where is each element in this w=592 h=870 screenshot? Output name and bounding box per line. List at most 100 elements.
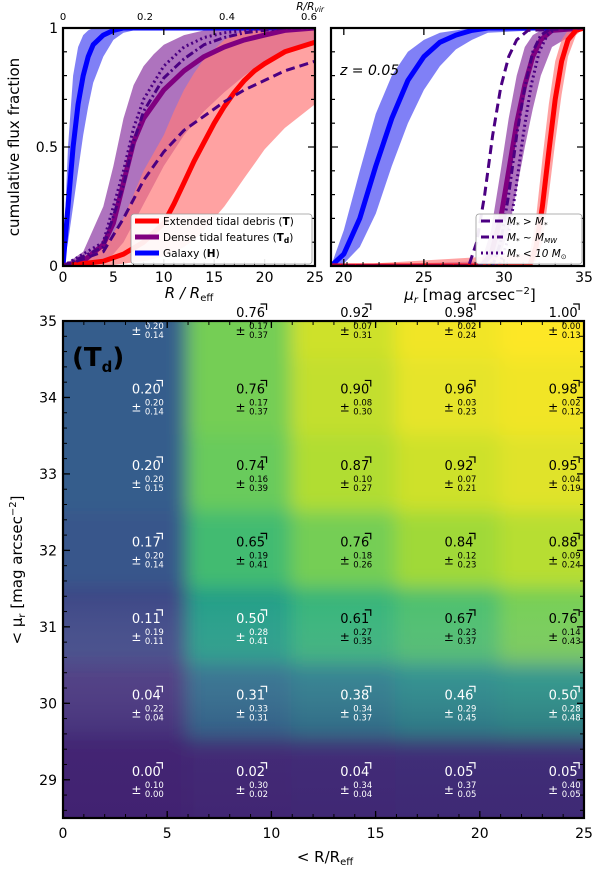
legend-a-label: Galaxy (H) (163, 248, 220, 260)
y-tick-label: 0 (49, 259, 58, 275)
cell-value: 1.00 (549, 306, 578, 321)
cell-err-minus: 0.00 (145, 790, 164, 800)
cell-plusminus: ± (131, 400, 141, 414)
x-tick-label: 15 (367, 826, 385, 842)
radial-profile-panel: 0 5 10 15 20 2500.510 0.2 0.4 0.6 R/Rvir cumulat… (5, 1, 325, 304)
surface-brightness-panel: 20 25 30 35 z = 0.05 μr [mag arcsec−2] M* >… (331, 28, 592, 306)
cell-value: 0.88 (549, 535, 578, 550)
cell-value: 0.20 (132, 459, 161, 474)
cell-err-minus: 0.31 (353, 331, 372, 341)
cell-err-minus: 0.24 (457, 331, 476, 341)
cell-err-minus: 0.05 (562, 790, 581, 800)
cell-plusminus: ± (236, 400, 246, 414)
cell-value: 0.20 (132, 306, 161, 321)
y-tick-label: 33 (39, 467, 57, 483)
cell-value: 0.74 (236, 459, 265, 474)
legend-b-label: M* > M* (507, 216, 548, 229)
x-tick-label: 20 (256, 270, 274, 286)
top-tick-label: 0 (60, 12, 66, 23)
cell-plusminus: ± (340, 553, 350, 567)
cell-plusminus: ± (548, 400, 558, 414)
cell-err-minus: 0.11 (145, 637, 164, 647)
y-tick-label: 1 (49, 21, 58, 37)
cell-err-minus: 0.14 (145, 331, 164, 341)
cell-plusminus: ± (444, 706, 454, 720)
x-tick-label: 5 (163, 826, 172, 842)
cell-value: 0.76 (236, 382, 265, 397)
y-tick-label: 30 (39, 696, 57, 712)
cell-err-minus: 0.23 (457, 407, 476, 417)
cell-value: 0.00 (132, 765, 161, 780)
cell-value: 0.98 (444, 306, 473, 321)
cell-value: 0.84 (444, 535, 473, 550)
cell-err-minus: 0.37 (457, 637, 476, 647)
cell-plusminus: ± (548, 783, 558, 797)
cell-err-minus: 0.14 (145, 560, 164, 570)
heatmap-panel: 0.20± 0.200.140.76± 0.170.370.92± 0.070.310… (8, 262, 592, 868)
legend-a-label: Extended tidal debris (T) (163, 216, 294, 228)
cell-plusminus: ± (131, 783, 141, 797)
cell-plusminus: ± (236, 630, 246, 644)
cell-err-minus: 0.12 (562, 407, 581, 417)
cell-plusminus: ± (340, 324, 350, 338)
cell-value: 0.50 (236, 612, 265, 627)
cell-err-minus: 0.35 (353, 637, 372, 647)
cell-value: 0.04 (340, 765, 369, 780)
cell-value: 0.92 (444, 459, 473, 474)
cell-plusminus: ± (444, 630, 454, 644)
cell-plusminus: ± (340, 783, 350, 797)
x-axis-title-b: μr [mag arcsec−2] (403, 286, 536, 306)
x-axis-title-a: R / Reff (165, 284, 215, 304)
cell-err-minus: 0.45 (457, 713, 476, 723)
y-tick-label: 29 (39, 773, 57, 789)
cell-value: 0.20 (132, 382, 161, 397)
cell-plusminus: ± (131, 553, 141, 567)
x-tick-label: 0 (59, 826, 68, 842)
x-tick-label: 5 (109, 270, 118, 286)
y-axis-title-c: < μr [mag arcsec−2] (8, 496, 28, 645)
cell-plusminus: ± (444, 783, 454, 797)
cell-value: 0.76 (549, 612, 578, 627)
cell-plusminus: ± (340, 400, 350, 414)
cell-plusminus: ± (131, 630, 141, 644)
cell-err-minus: 0.27 (353, 484, 372, 494)
top-tick-label: 0.4 (219, 12, 235, 23)
cell-value: 0.11 (132, 612, 161, 627)
x-tick-label: 20 (471, 826, 489, 842)
cell-err-minus: 0.30 (353, 407, 372, 417)
y-tick-label: 0.5 (36, 140, 58, 156)
cell-value: 0.98 (549, 382, 578, 397)
cell-err-minus: 0.43 (562, 637, 581, 647)
cell-value: 0.05 (444, 765, 473, 780)
cell-value: 0.17 (132, 535, 161, 550)
y-axis-title: cumulative flux fraction (5, 58, 23, 236)
cell-err-minus: 0.41 (249, 560, 268, 570)
cell-plusminus: ± (444, 477, 454, 491)
cell-plusminus: ± (236, 783, 246, 797)
cell-plusminus: ± (131, 324, 141, 338)
y-tick-label: 35 (39, 314, 57, 330)
x-tick-label: 0 (59, 270, 68, 286)
cell-err-minus: 0.48 (562, 713, 581, 723)
y-tick-label: 34 (39, 390, 57, 406)
cell-err-minus: 0.41 (249, 637, 268, 647)
y-tick-label: 31 (39, 620, 57, 636)
cell-value: 0.02 (236, 765, 265, 780)
cell-plusminus: ± (444, 324, 454, 338)
cell-value: 0.61 (340, 612, 369, 627)
cell-value: 0.65 (236, 535, 265, 550)
cell-plusminus: ± (131, 477, 141, 491)
cell-plusminus: ± (236, 324, 246, 338)
x-tick-label: 35 (575, 270, 592, 286)
cell-value: 0.05 (549, 765, 578, 780)
cell-err-minus: 0.04 (145, 713, 164, 723)
cell-value: 0.50 (549, 688, 578, 703)
cell-value: 0.76 (236, 306, 265, 321)
cell-plusminus: ± (340, 630, 350, 644)
cell-value: 0.95 (549, 459, 578, 474)
x-tick-label: 15 (205, 270, 223, 286)
legend-a-label: Dense tidal features (Td) (163, 232, 293, 245)
y-tick-label: 32 (39, 543, 57, 559)
cell-err-minus: 0.26 (353, 560, 372, 570)
cell-plusminus: ± (444, 553, 454, 567)
